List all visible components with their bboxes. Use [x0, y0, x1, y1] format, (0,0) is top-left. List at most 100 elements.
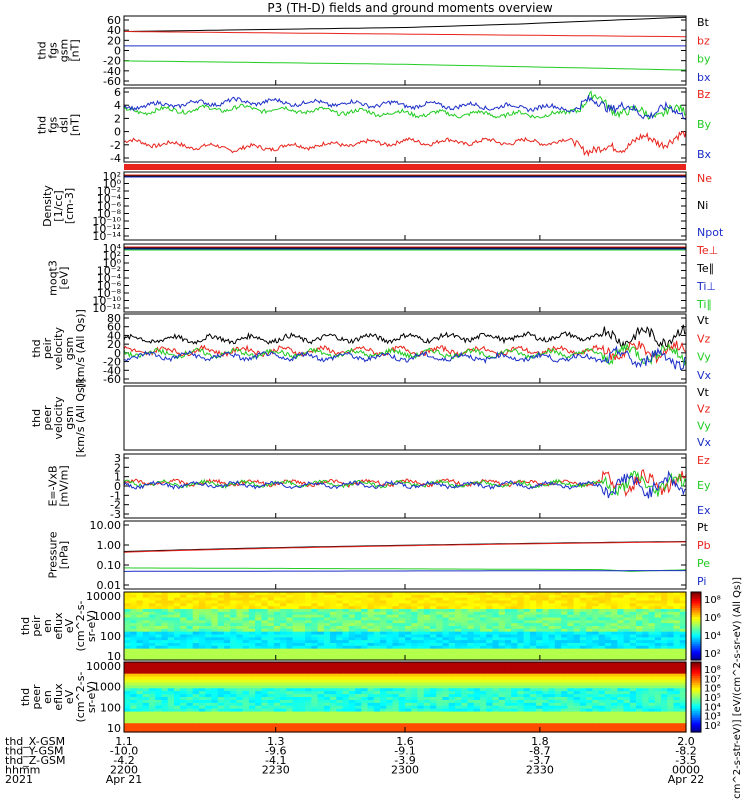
spectrogram-cell: [648, 711, 656, 716]
spectrogram-cell: [442, 609, 450, 613]
spectrogram-cell: [261, 614, 269, 619]
spectrogram-cell: [648, 723, 656, 727]
spectrogram-cell: [417, 694, 425, 698]
spectrogram-cell: [367, 688, 375, 692]
spectrogram-cell: [261, 673, 269, 678]
spectrogram-cell: [348, 634, 356, 638]
spectrogram-cell: [192, 597, 200, 602]
spectrogram-cell: [323, 714, 331, 719]
spectrogram-cell: [205, 637, 213, 641]
spectrogram-cell: [342, 597, 350, 602]
spectrogram-cell: [305, 623, 312, 627]
spectrogram-cell: [479, 694, 487, 698]
spectrogram-cell: [286, 667, 294, 672]
spectrogram-cell: [273, 654, 281, 658]
spectrogram-cell: [286, 640, 294, 644]
spectrogram-cell: [442, 699, 450, 704]
spectrogram-cell: [498, 620, 506, 624]
spectrogram-cell: [504, 662, 512, 666]
spectrogram-cell: [373, 699, 381, 704]
spectrogram-cell: [567, 705, 575, 710]
spectrogram-cell: [648, 628, 656, 633]
spectrogram-cell: [679, 676, 687, 681]
spectrogram-cell: [448, 594, 456, 599]
spectrogram-cell: [661, 679, 668, 684]
spectrogram-cell: [511, 645, 518, 650]
spectrogram-cell: [317, 631, 325, 636]
spectrogram-cell: [423, 667, 431, 672]
spectrogram-cell: [679, 600, 687, 604]
spectrogram-cell: [423, 676, 431, 681]
spectrogram-cell: [411, 667, 419, 672]
spectrogram-cell: [579, 729, 587, 733]
spectrogram-cell: [267, 667, 275, 672]
spectrogram-cell: [373, 685, 381, 689]
spectrogram-cell: [386, 620, 394, 624]
spectrogram-cell: [504, 682, 512, 686]
spectrogram-cell: [604, 702, 612, 707]
spectrogram-cell: [342, 648, 350, 653]
spectrogram-cell: [542, 640, 550, 644]
spectrogram-cell: [198, 702, 206, 707]
spectrogram-cell: [511, 631, 518, 636]
spectrogram-cell: [486, 714, 494, 719]
spectrogram-cell: [511, 614, 518, 619]
spectrogram-cell: [173, 708, 181, 713]
spectrogram-cell: [517, 688, 525, 692]
spectrogram-cell: [592, 597, 600, 602]
spectrogram-cell: [542, 603, 550, 607]
spectrogram-cell: [305, 600, 312, 604]
spectrogram-cell: [586, 705, 593, 710]
spectrogram-cell: [186, 600, 194, 604]
spectrogram-cell: [536, 694, 543, 698]
spectrogram-cell: [679, 643, 687, 647]
spectrogram-cell: [604, 623, 612, 627]
spectrogram-cell: [330, 694, 337, 698]
spectrogram-cell: [636, 628, 643, 633]
spectrogram-cell: [361, 631, 369, 636]
spectrogram-cell: [523, 603, 531, 607]
spectrogram-cell: [542, 662, 550, 666]
spectrogram-cell: [629, 609, 637, 613]
spectrogram-cell: [442, 623, 450, 627]
spectrogram-cell: [436, 597, 444, 602]
spectrogram-cell: [180, 702, 188, 707]
spectrogram-cell: [486, 637, 494, 641]
spectrogram-cell: [242, 634, 250, 638]
spectrogram-cell: [292, 682, 300, 686]
spectrogram-cell: [361, 617, 369, 621]
spectrogram-cell: [261, 640, 269, 644]
spectrogram-cell: [586, 662, 593, 666]
spectrogram-cell: [448, 711, 456, 716]
panel-frame: [123, 243, 687, 313]
spectrogram-cell: [454, 611, 462, 616]
spectrogram-cell: [636, 617, 643, 621]
spectrogram-cell: [142, 685, 150, 689]
colorbar-segment: [691, 673, 701, 677]
spectrogram-cell: [317, 714, 325, 719]
spectrogram-cell: [598, 648, 606, 653]
spectrogram-cell: [523, 694, 531, 698]
spectrogram-cell: [573, 631, 581, 636]
spectrogram-cell: [136, 643, 144, 647]
spectrogram-cell: [586, 640, 593, 644]
spectrogram-cell: [198, 606, 206, 610]
spectrogram-cell: [642, 664, 650, 669]
spectrogram-cell: [405, 628, 412, 633]
spectrogram-cell: [267, 708, 275, 713]
spectrogram-cell: [248, 645, 256, 650]
spectrogram-cell: [479, 679, 487, 684]
spectrogram-cell: [623, 697, 631, 701]
spectrogram-cell: [511, 628, 518, 633]
spectrogram-cell: [148, 679, 156, 684]
spectrogram-cell: [236, 628, 244, 633]
colorbar-segment: [691, 626, 701, 629]
spectrogram-cell: [573, 699, 581, 704]
spectrogram-cell: [636, 705, 643, 710]
spectrogram-cell: [205, 714, 213, 719]
spectrogram-cell: [398, 679, 406, 684]
spectrogram-cell: [336, 611, 344, 616]
spectrogram-cell: [461, 708, 469, 713]
spectrogram-cell: [198, 688, 206, 692]
spectrogram-cell: [536, 626, 543, 630]
